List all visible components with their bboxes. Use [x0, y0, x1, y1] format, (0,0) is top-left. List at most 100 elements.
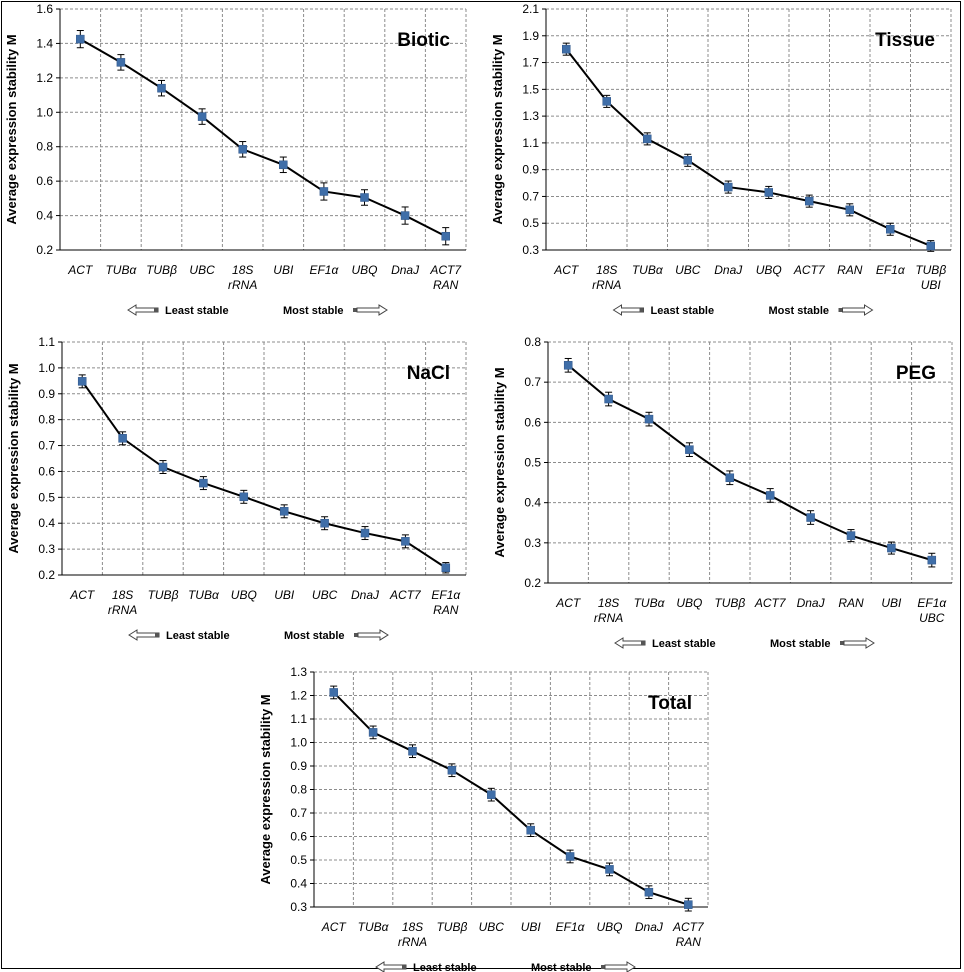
y-tick-label: 0.6	[524, 415, 541, 429]
chart-tissue: 0.3 0.5 0.7 0.9 1.1 1.3 1.5 1.7 1.9 2.1 ACT 18S rRNA…	[490, 2, 952, 317]
data-point	[401, 534, 410, 549]
left-arrow-icon	[375, 961, 407, 972]
x-tick-label-line: ACT7	[389, 588, 422, 602]
data-point	[329, 685, 338, 700]
data-point	[238, 141, 247, 158]
right-arrow-icon	[357, 629, 389, 641]
data-point	[158, 460, 168, 475]
x-tick-label-line: DnaJ	[351, 588, 380, 602]
x-tick-label-line: UBI	[521, 920, 542, 934]
left-arrow-bar	[402, 965, 406, 969]
left-arrow-icon	[614, 637, 646, 649]
x-tick-label-line: ACT7	[672, 920, 705, 934]
data-point	[845, 203, 854, 217]
data-marker	[563, 361, 573, 370]
y-tick-label: 0.5	[38, 490, 55, 504]
x-tick-label-line: RAN	[433, 603, 459, 617]
y-tick-label: 1.6	[36, 2, 53, 16]
x-tick-label: 18S rRNA	[594, 596, 623, 625]
data-point	[602, 94, 611, 108]
data-point	[76, 30, 85, 49]
y-tick-label: 0.6	[38, 464, 55, 478]
x-tick-label-line: TUBα	[632, 263, 664, 277]
x-tick-label-line: DnaJ	[635, 920, 664, 934]
chart-title: NaCl	[407, 363, 450, 384]
data-marker	[886, 224, 895, 234]
series-line	[79, 38, 447, 238]
data-point	[765, 488, 775, 503]
x-tick-label: UBQ	[756, 263, 782, 277]
y-tick-label: 0.8	[290, 783, 307, 797]
data-marker	[926, 241, 935, 251]
y-tick-label: 1.2	[36, 71, 53, 85]
data-point	[806, 510, 815, 525]
x-tick-label: TUBα	[105, 263, 137, 277]
x-tick-label-line: TUBα	[105, 263, 137, 277]
y-tick-label: 0.7	[290, 806, 307, 820]
x-tick-label: UBQ	[676, 596, 702, 610]
data-point	[805, 194, 814, 208]
y-tick-label: 1.7	[522, 56, 539, 70]
x-tick-label-line: EF1α	[556, 920, 586, 934]
x-tick-label-line: 18S	[232, 263, 253, 277]
x-tick-label: ACT	[553, 263, 580, 277]
y-tick-label: 0.4	[290, 877, 307, 891]
right-arrow-bar	[601, 965, 605, 969]
y-tick-label: 0.7	[522, 189, 539, 203]
series-line	[565, 48, 932, 247]
x-tick-label-line: RAN	[676, 935, 702, 949]
y-tick-label: 0.9	[290, 759, 307, 773]
x-tick-label: TUBβ UBI	[915, 263, 946, 292]
right-arrow-icon	[842, 304, 874, 316]
y-tick-label: 1.0	[36, 105, 53, 119]
y-tick-label: 0.4	[38, 516, 55, 530]
y-tick-label: 2.1	[522, 2, 539, 16]
data-point	[563, 357, 573, 373]
x-tick-labels: ACT TUBα TUBβ UBC 18S rRNA UBI EF1α UBQ DnaJ ACT7 R…	[67, 263, 462, 292]
data-point	[77, 374, 87, 389]
data-point	[118, 431, 127, 446]
y-axis-title: Average expression stability M	[492, 367, 507, 557]
right-arrow-icon	[604, 961, 636, 972]
data-marker	[279, 160, 288, 170]
x-tick-label-line: 18S	[402, 920, 423, 934]
data-marker	[562, 44, 571, 54]
y-tick-labels: 0.2 0.4 0.6 0.8 1.0 1.2 1.4 1.6	[36, 2, 60, 257]
data-point	[279, 504, 289, 519]
x-tick-label-line: UBQ	[231, 588, 257, 602]
x-tick-label: ACT	[555, 596, 582, 610]
x-tick-label: ACT	[67, 263, 94, 277]
y-tick-label: 1.1	[38, 335, 55, 349]
data-marker	[118, 434, 127, 443]
legend-most-stable: Most stable	[284, 630, 345, 642]
y-tick-label: 0.2	[36, 243, 53, 257]
x-tick-label: EF1α	[556, 920, 586, 934]
x-tick-label-line: EF1α	[431, 588, 461, 602]
right-arrow-bar	[353, 308, 357, 312]
x-tick-label: ACT	[321, 920, 348, 934]
x-tick-label: UBC	[189, 263, 215, 277]
x-tick-label-line: ACT	[555, 596, 582, 610]
data-marker	[329, 688, 338, 697]
chart-title: Total	[648, 693, 692, 714]
data-marker	[360, 528, 370, 538]
left-arrow-icon	[128, 629, 160, 641]
data-marker	[605, 865, 614, 874]
y-tick-label: 0.4	[524, 496, 541, 510]
y-tick-label: 1.9	[522, 29, 539, 43]
data-point	[199, 476, 208, 491]
data-point	[887, 541, 896, 555]
data-marker	[806, 513, 815, 522]
data-marker	[724, 182, 733, 192]
stability-legend: Least stable Most stable	[614, 637, 875, 649]
left-arrow-icon	[127, 304, 159, 316]
data-marker	[197, 112, 207, 121]
y-tick-label: 1.0	[38, 361, 55, 375]
legend-least-stable: Least stable	[652, 638, 716, 649]
x-tick-label-line: UBI	[274, 588, 295, 602]
right-arrow-icon	[356, 304, 388, 316]
data-marker	[764, 188, 773, 197]
x-tick-label-line: EF1α	[309, 263, 339, 277]
right-arrow-bar	[840, 641, 844, 645]
x-tick-label-line: ACT	[67, 263, 94, 277]
